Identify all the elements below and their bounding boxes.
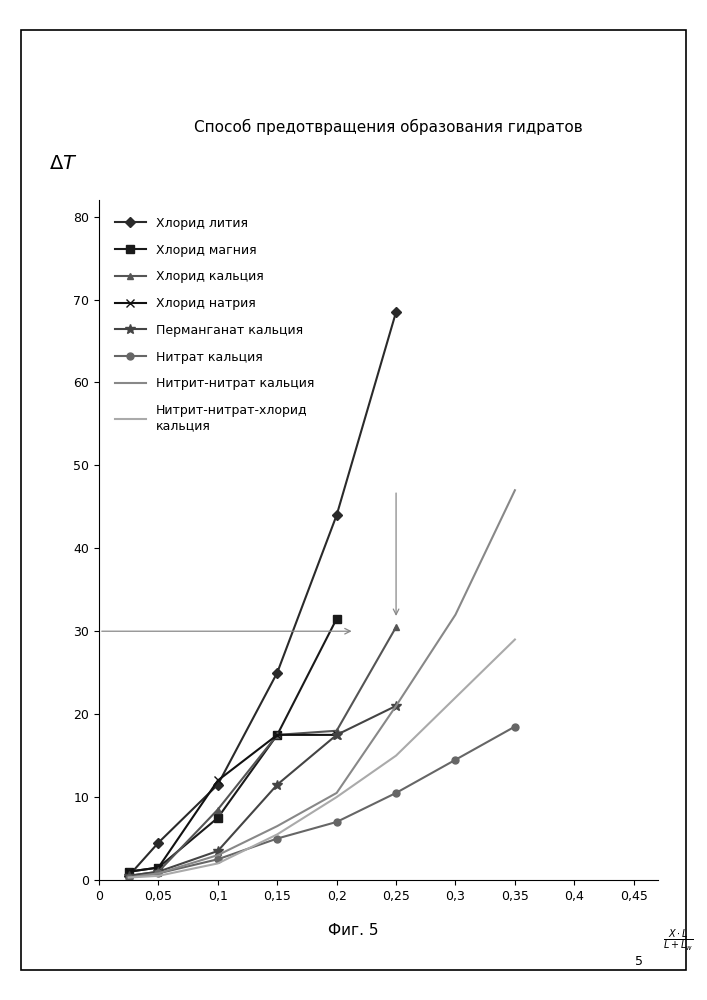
Нитрат кальция bbox=[273, 833, 281, 845]
Нитрит-нитрат-хлорид
кальция bbox=[124, 872, 133, 884]
Нитрат кальция bbox=[124, 872, 133, 884]
Нитрат кальция bbox=[392, 787, 400, 799]
Хлорид кальция bbox=[214, 804, 222, 816]
Нитрат кальция bbox=[451, 754, 460, 766]
Нитрат кальция bbox=[214, 853, 222, 865]
Нитрит-нитрат кальция bbox=[154, 867, 163, 879]
Нитрит-нитрат кальция bbox=[124, 872, 133, 884]
Line: Хлорид магния: Хлорид магния bbox=[124, 615, 341, 876]
Хлорид натрия bbox=[332, 729, 341, 741]
Line: Хлорид натрия: Хлорид натрия bbox=[124, 731, 341, 876]
Text: 5: 5 bbox=[636, 955, 643, 968]
Хлорид лития bbox=[392, 306, 400, 318]
Line: Нитрит-нитрат кальция: Нитрит-нитрат кальция bbox=[129, 490, 515, 878]
Перманганат кальция bbox=[124, 870, 133, 882]
Хлорид кальция bbox=[332, 725, 341, 737]
Line: Хлорид лития: Хлорид лития bbox=[125, 308, 399, 879]
Хлорид лития bbox=[214, 779, 222, 791]
Нитрит-нитрат-хлорид
кальция bbox=[332, 791, 341, 803]
Text: $\Delta T$: $\Delta T$ bbox=[49, 154, 77, 173]
Text: $\frac{X \cdot L}{L + L_w}$: $\frac{X \cdot L}{L + L_w}$ bbox=[663, 928, 694, 954]
Нитрит-нитрат-хлорид
кальция bbox=[510, 634, 519, 646]
Line: Хлорид кальция: Хлорид кальция bbox=[125, 624, 399, 879]
Хлорид лития bbox=[273, 667, 281, 679]
Line: Нитрит-нитрат-хлорид
кальция: Нитрит-нитрат-хлорид кальция bbox=[129, 640, 515, 878]
Хлорид магния bbox=[154, 862, 163, 874]
Хлорид магния bbox=[273, 729, 281, 741]
Нитрит-нитрат кальция bbox=[510, 484, 519, 496]
Нитрит-нитрат-хлорид
кальция bbox=[451, 692, 460, 704]
Хлорид натрия bbox=[124, 866, 133, 878]
Хлорид кальция bbox=[124, 870, 133, 882]
Хлорид магния bbox=[214, 812, 222, 824]
Нитрит-нитрат кальция bbox=[214, 849, 222, 861]
Line: Перманганат кальция: Перманганат кальция bbox=[124, 701, 401, 881]
Нитрит-нитрат кальция bbox=[451, 609, 460, 621]
Перманганат кальция bbox=[273, 779, 281, 791]
Нитрат кальция bbox=[154, 867, 163, 879]
Перманганат кальция bbox=[392, 700, 400, 712]
Text: Способ предотвращения образования гидратов: Способ предотвращения образования гидрат… bbox=[194, 119, 583, 135]
Хлорид натрия bbox=[273, 729, 281, 741]
Хлорид магния bbox=[124, 866, 133, 878]
Хлорид магния bbox=[332, 613, 341, 625]
Хлорид кальция bbox=[273, 729, 281, 741]
Нитрит-нитрат-хлорид
кальция bbox=[273, 828, 281, 840]
Нитрит-нитрат кальция bbox=[332, 787, 341, 799]
Нитрит-нитрат кальция bbox=[273, 820, 281, 832]
Хлорид лития bbox=[154, 837, 163, 849]
Line: Нитрат кальция: Нитрат кальция bbox=[125, 723, 518, 881]
Нитрит-нитрат-хлорид
кальция bbox=[214, 857, 222, 869]
Хлорид кальция bbox=[154, 866, 163, 878]
Хлорид кальция bbox=[392, 621, 400, 633]
Нитрит-нитрат-хлорид
кальция bbox=[154, 870, 163, 882]
Хлорид лития bbox=[124, 870, 133, 882]
Legend: Хлорид лития, Хлорид магния, Хлорид кальция, Хлорид натрия, Перманганат кальция,: Хлорид лития, Хлорид магния, Хлорид каль… bbox=[111, 213, 318, 436]
Text: Фиг. 5: Фиг. 5 bbox=[328, 923, 379, 938]
Хлорид лития bbox=[332, 509, 341, 521]
Перманганат кальция bbox=[332, 729, 341, 741]
Перманганат кальция bbox=[154, 866, 163, 878]
Хлорид натрия bbox=[154, 862, 163, 874]
Хлорид натрия bbox=[214, 774, 222, 786]
Нитрат кальция bbox=[510, 721, 519, 733]
Нитрат кальция bbox=[332, 816, 341, 828]
Нитрит-нитрат кальция bbox=[392, 700, 400, 712]
Перманганат кальция bbox=[214, 845, 222, 857]
Нитрит-нитрат-хлорид
кальция bbox=[392, 750, 400, 762]
